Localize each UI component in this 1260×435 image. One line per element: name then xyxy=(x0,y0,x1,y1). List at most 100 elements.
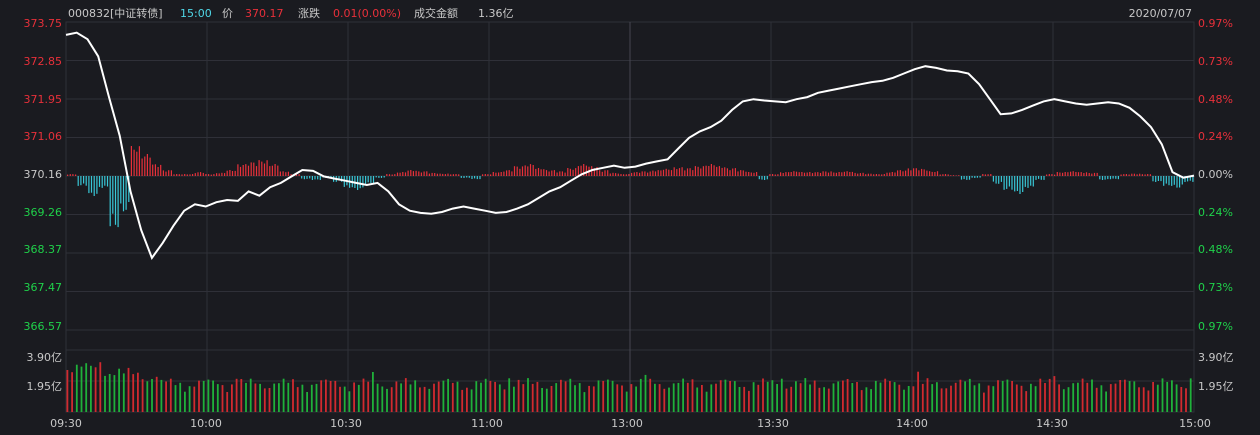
flow-bar xyxy=(1099,176,1101,180)
volume-bar xyxy=(278,383,280,412)
volume-bar xyxy=(771,380,774,412)
flow-bar xyxy=(306,176,308,179)
volume-bar xyxy=(494,381,496,412)
volume-bar xyxy=(1171,380,1173,412)
flow-bar xyxy=(607,170,609,176)
flow-bar xyxy=(535,168,537,176)
volume-bar xyxy=(733,381,736,412)
flow-bar xyxy=(463,176,465,178)
volume-bar xyxy=(155,376,158,412)
flow-bar xyxy=(1125,174,1127,176)
flow-bar xyxy=(380,176,383,178)
flow-bar xyxy=(947,174,949,176)
flow-bar xyxy=(372,176,375,184)
flow-bar xyxy=(870,173,872,176)
volume-bar xyxy=(729,381,731,412)
volume-bar xyxy=(259,383,261,412)
volume-bar xyxy=(701,385,703,412)
volume-bar xyxy=(320,380,323,412)
flow-bar xyxy=(444,174,446,176)
volume-bar xyxy=(75,364,78,412)
volume-bar xyxy=(945,388,948,412)
volume-bar xyxy=(292,379,294,412)
volume-bar xyxy=(950,385,952,412)
flow-bar xyxy=(990,174,992,176)
flow-bar xyxy=(894,172,896,176)
volume-bar xyxy=(818,387,821,412)
volume-bar xyxy=(231,384,233,412)
volume-bar xyxy=(353,382,355,412)
volume-bar xyxy=(541,388,543,412)
flow-bar xyxy=(599,170,601,176)
volume-bar xyxy=(903,389,905,412)
flow-bar xyxy=(503,171,505,176)
volume-bar xyxy=(649,378,652,412)
volume-bar xyxy=(762,378,764,412)
volume-bar xyxy=(489,380,492,412)
volume-bar xyxy=(108,374,111,412)
volume-bar xyxy=(188,386,191,412)
flow-bar xyxy=(208,174,210,176)
flow-bar xyxy=(239,166,242,176)
volume-bar xyxy=(635,386,637,412)
flow-bar xyxy=(83,176,85,184)
volume-bar xyxy=(658,384,661,412)
volume-bar xyxy=(80,366,83,412)
flow-bar xyxy=(269,166,271,176)
volume-bar xyxy=(992,386,995,412)
flow-bar xyxy=(120,176,122,204)
flow-bar xyxy=(258,160,260,176)
left-axis-label: 367.47 xyxy=(24,281,63,294)
flow-bar xyxy=(1133,173,1135,176)
volume-bar xyxy=(151,379,153,412)
flow-bar xyxy=(756,172,758,176)
flow-bar xyxy=(758,176,760,180)
flow-bar xyxy=(548,171,550,176)
volume-bar xyxy=(362,378,365,412)
flow-bar xyxy=(476,176,478,180)
volume-bar xyxy=(1006,379,1009,412)
flow-bar xyxy=(250,162,252,176)
volume-bar xyxy=(856,382,858,412)
volume-bar xyxy=(926,378,929,412)
flow-bar xyxy=(798,172,800,176)
flow-bar xyxy=(479,176,481,180)
flow-bar xyxy=(974,176,976,178)
flow-bar xyxy=(764,176,766,180)
flow-bar xyxy=(101,176,103,188)
volume-bar xyxy=(1161,378,1164,412)
flow-bar xyxy=(1051,174,1053,176)
flow-bar xyxy=(529,164,532,176)
flow-bar xyxy=(960,176,963,180)
volume-bar xyxy=(517,379,520,412)
volume-bar xyxy=(184,391,186,412)
flow-bar xyxy=(644,171,646,176)
volume-bar xyxy=(466,387,468,412)
volume-bar xyxy=(743,386,746,412)
flow-bar xyxy=(1096,172,1098,176)
flow-bar xyxy=(157,167,159,176)
flow-bar xyxy=(279,171,281,176)
flow-bar xyxy=(1038,176,1040,179)
flow-bar xyxy=(628,174,630,176)
header-time: 15:00 xyxy=(180,7,212,20)
right-axis-label: 0.73% xyxy=(1198,55,1233,68)
flow-bar xyxy=(649,171,651,176)
flow-bar xyxy=(455,174,457,176)
time-axis: 09:30 10:00 10:30 11:00 13:00 13:30 14:0… xyxy=(50,417,1211,430)
flow-bar xyxy=(673,167,675,176)
volume-bar xyxy=(931,384,934,412)
flow-bar xyxy=(742,170,744,176)
flow-bar xyxy=(1120,174,1122,176)
flow-bar xyxy=(567,168,569,176)
flow-bar xyxy=(620,174,622,176)
flow-bar xyxy=(1168,176,1170,186)
flow-bar xyxy=(274,164,276,176)
flow-bar xyxy=(181,174,183,176)
flow-bar xyxy=(255,166,258,176)
flow-bar xyxy=(801,172,803,176)
left-axis-label: 366.57 xyxy=(24,320,63,333)
flow-bar xyxy=(636,172,638,176)
volume-bar xyxy=(1048,378,1051,412)
